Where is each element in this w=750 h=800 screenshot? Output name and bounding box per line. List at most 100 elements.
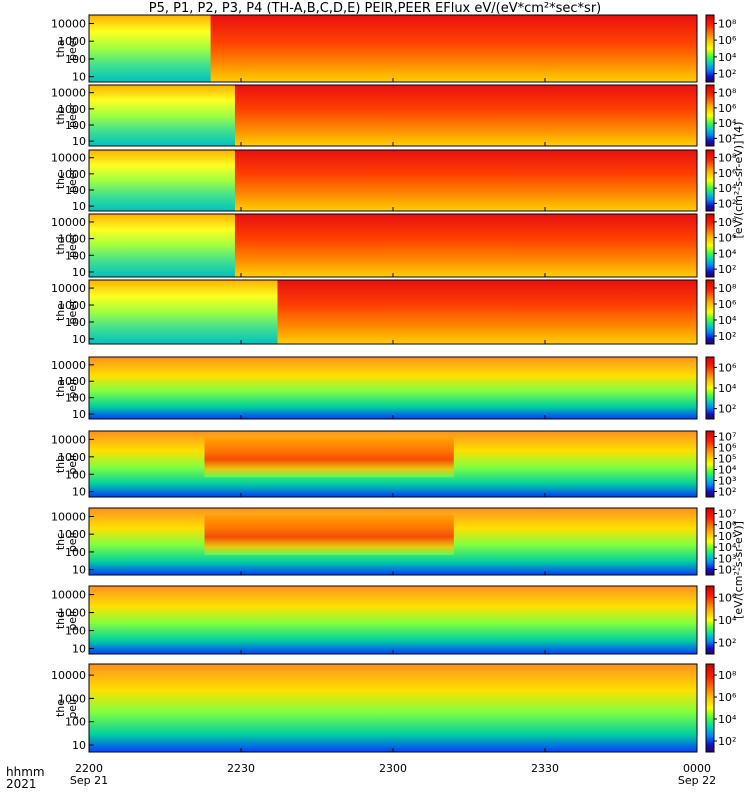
colorbar-tick-label: 10²	[718, 563, 736, 576]
ion-enhancement-thb	[204, 437, 454, 478]
colorbar-the-peer	[705, 279, 715, 345]
colorbar-tick-label: 10⁴	[718, 51, 737, 64]
active-region-the-peer	[277, 280, 697, 344]
colorbar-tick-label: 10⁶	[718, 591, 737, 604]
y-tick-label: 10000	[51, 433, 86, 446]
colorbar-tick-label: 10⁴	[718, 713, 737, 726]
x-tick-sublabel: Sep 22	[678, 774, 716, 787]
x-tick-sublabel: Sep 21	[70, 774, 108, 787]
panel-label-probe: thd	[54, 611, 67, 629]
panel-label-product: peir	[66, 609, 79, 631]
colorbar-tick-label: 10⁴	[718, 247, 737, 260]
y-tick-label: 100	[65, 119, 86, 132]
colorbar-tick-label: 10²	[718, 263, 736, 276]
y-tick-label: 10000	[51, 589, 86, 602]
active-region-thc-peer	[234, 150, 698, 211]
y-tick-label: 10	[72, 408, 86, 421]
colorbar-thc-peir	[705, 507, 715, 576]
colorbar-tick-label: 10⁵	[718, 453, 736, 466]
colorbar-the-peir	[705, 663, 715, 753]
x-tick-label: 2200	[75, 762, 103, 775]
colorbar-tick-label: 10⁶	[718, 361, 737, 374]
y-tick-label: 10	[72, 71, 86, 84]
spectrogram-tha-peir	[89, 357, 697, 419]
colorbar-tick-label: 10²	[718, 197, 736, 210]
colorbar-tick-label: 10⁸	[718, 87, 737, 100]
panel-label-product: peer	[66, 299, 79, 325]
panel-label-probe: thb	[54, 106, 67, 124]
colorbar-tick-label: 10⁷	[718, 431, 736, 444]
y-tick-label: 10	[72, 486, 86, 499]
y-tick-label: 1000	[58, 168, 86, 181]
spectrogram-thd-peir	[89, 586, 697, 654]
colorbar-tick-label: 10⁸	[718, 216, 737, 229]
x-tick-label: 2300	[379, 762, 407, 775]
y-tick-label: 10000	[51, 17, 86, 30]
colorbar-tick-label: 10⁶	[718, 232, 737, 245]
colorbar-tick-label: 10⁴	[718, 117, 737, 130]
colorbar-thb-peer	[705, 84, 715, 147]
spectrogram-the-peir	[89, 664, 697, 752]
colorbar-tick-label: 10⁸	[718, 17, 737, 30]
colorbar-tick-label: 10⁶	[718, 442, 737, 455]
colorbar-tick-label: 10⁸	[718, 669, 737, 682]
colorbar-tick-label: 10⁶	[718, 34, 737, 47]
y-tick-label: 100	[65, 249, 86, 262]
colorbar-tha-peir	[705, 356, 715, 420]
panel-label-probe: tha	[54, 39, 67, 57]
colorbar-tick-label: 10⁴	[718, 464, 737, 477]
colorbar-tick-label: 10⁴	[718, 382, 737, 395]
y-tick-label: 1000	[58, 35, 86, 48]
y-tick-label: 1000	[58, 528, 86, 541]
y-tick-label: 1000	[58, 103, 86, 116]
panel-label-product: peer	[66, 103, 79, 129]
colorbar-tick-label: 10²	[718, 403, 736, 416]
x-tick-label: 2330	[531, 762, 559, 775]
colorbar-thb-peir	[705, 430, 715, 498]
colorbar-tick-label: 10²	[718, 486, 736, 499]
y-tick-label: 10	[72, 739, 86, 752]
y-tick-label: 10	[72, 135, 86, 148]
colorbar-tick-label: 10⁶	[718, 519, 737, 532]
colorbar-tick-label: 10⁴	[718, 541, 737, 554]
colorbar-tick-label: 10⁴	[718, 314, 737, 327]
panel-label-product: peir	[66, 530, 79, 552]
panel-label-probe: thc	[54, 533, 67, 550]
panel-label-product: peir	[66, 453, 79, 475]
colorbar-thd-peir	[705, 585, 715, 655]
y-tick-label: 100	[65, 546, 86, 559]
y-tick-label: 100	[65, 392, 86, 405]
panel-label-product: peir	[66, 697, 79, 719]
colorbar-tick-label: 10⁶	[718, 167, 737, 180]
colorbar-tick-label: 10³	[718, 475, 736, 488]
y-tick-label: 10000	[51, 282, 86, 295]
colorbar-tick-label: 10²	[718, 132, 736, 145]
colorbar-thc-peer	[705, 149, 715, 212]
colorbar-tick-label: 10⁶	[718, 102, 737, 115]
colorbar-tick-label: 10⁶	[718, 298, 737, 311]
colorbar-tick-label: 10⁶	[718, 691, 737, 704]
y-tick-label: 100	[65, 184, 86, 197]
y-tick-label: 1000	[58, 692, 86, 705]
colorbar-tick-label: 10²	[718, 735, 736, 748]
colorbar-tick-label: 10⁴	[718, 182, 737, 195]
colorbar-tick-label: 10⁸	[718, 152, 737, 165]
colorbar-units-peir: [eV/(cm²-s-sr-eV)]	[732, 521, 745, 619]
panel-label-probe: thc	[54, 172, 67, 189]
y-tick-label: 1000	[58, 607, 86, 620]
panel-label-product: peer	[66, 168, 79, 194]
colorbar-thd-peer	[705, 213, 715, 278]
y-tick-label: 10	[72, 643, 86, 656]
y-tick-label: 10	[72, 266, 86, 279]
colorbar-tick-label: 10²	[718, 68, 736, 81]
y-tick-label: 10000	[51, 216, 86, 229]
y-tick-label: 10000	[51, 510, 86, 523]
colorbar-tha-peer	[705, 14, 715, 83]
x-tick-label: 2230	[227, 762, 255, 775]
y-tick-label: 100	[65, 468, 86, 481]
colorbar-tick-label: 10⁵	[718, 530, 736, 543]
y-tick-label: 1000	[58, 451, 86, 464]
active-region-tha-peer	[210, 15, 697, 82]
colorbar-tick-label: 10³	[718, 552, 736, 565]
